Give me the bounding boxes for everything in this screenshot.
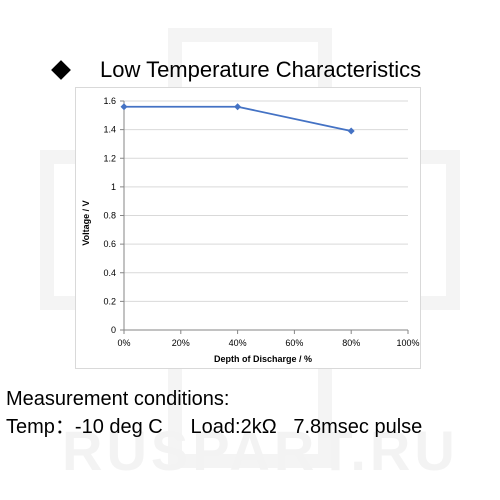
axes [120,100,409,334]
y-tick-label: 0 [111,325,116,335]
y-axis-label: Voltage / V [81,200,91,245]
y-tick-label: 0.8 [103,211,116,221]
x-tick-label: 60% [285,338,303,348]
x-axis-label: Depth of Discharge / % [214,354,312,364]
conditions-details: Temp：-10 deg C Load:2kΩ 7.8msec pulse [6,416,423,438]
voltage-discharge-chart: 0 0.2 0.4 0.6 0.8 1 1.2 1.4 1.6 0% 20% 40% 60% 80% 100… [81,96,420,364]
y-tick-label: 1 [111,182,116,192]
x-tick-label: 100% [396,338,419,348]
data-point-marker [120,103,128,111]
section-heading: Low Temperature Characteristics [46,55,421,85]
y-tick-label: 0.6 [103,239,116,249]
grid-lines [124,100,408,302]
y-tick-label: 0.2 [103,296,116,306]
section-title: Low Temperature Characteristics [100,57,422,82]
tick-labels: 0 0.2 0.4 0.6 0.8 1 1.2 1.4 1.6 0% 20% 40% 60% 80% 100… [103,96,419,348]
diamond-bullet-icon [51,60,71,80]
data-point-marker [347,127,355,135]
x-tick-label: 80% [342,338,360,348]
data-point-marker [234,103,242,111]
measurement-conditions: Measurement conditions: Temp：-10 deg C Lo… [6,385,422,441]
y-tick-label: 1.4 [103,125,116,135]
y-tick-label: 1.6 [103,96,116,106]
series-line [124,105,352,132]
chart-frame: 0 0.2 0.4 0.6 0.8 1 1.2 1.4 1.6 0% 20% 40% 60% 80% 100… [75,87,421,369]
watermark-text: RUSPART.RU [62,419,459,482]
x-tick-label: 40% [229,338,247,348]
y-tick-label: 1.2 [103,153,116,163]
y-tick-label: 0.4 [103,268,116,278]
x-tick-label: 0% [117,338,130,348]
conditions-heading: Measurement conditions: [6,388,230,410]
x-tick-label: 20% [172,338,190,348]
